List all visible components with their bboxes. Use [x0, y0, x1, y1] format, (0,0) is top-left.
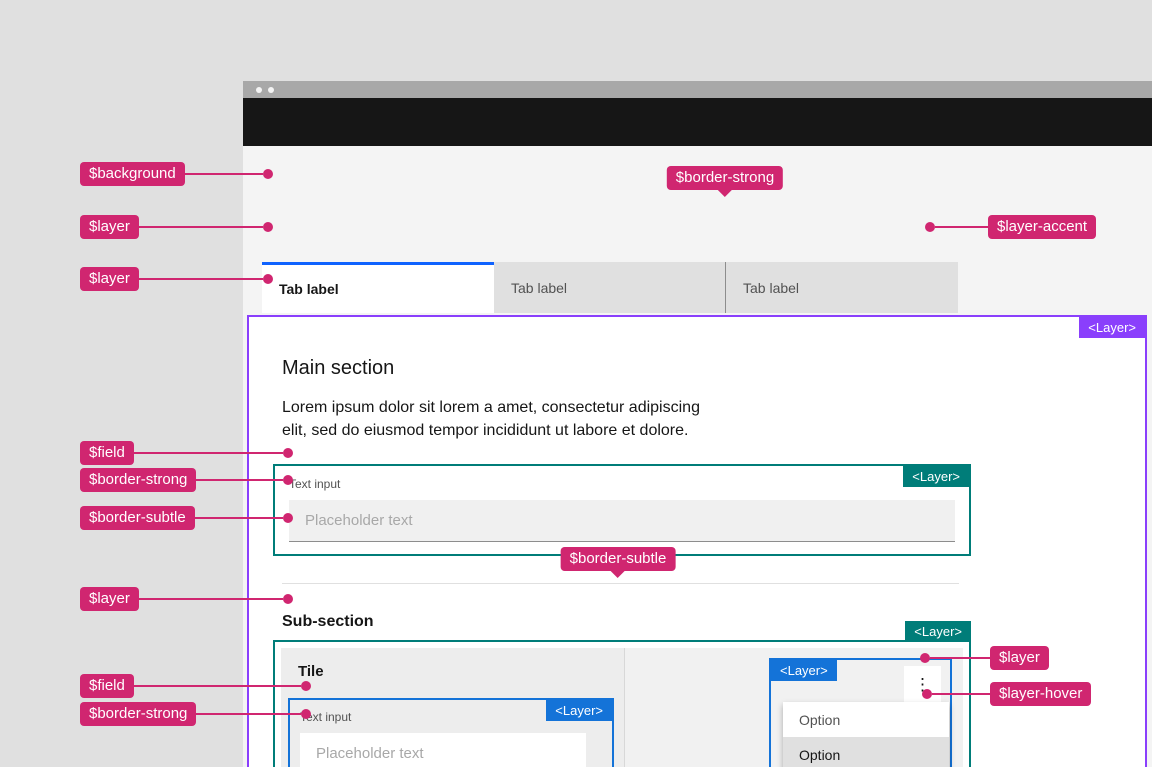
- annotation-border-subtle-tiles: $border-subtle: [560, 547, 676, 571]
- annotation-line: [138, 278, 263, 280]
- tab-label: Tab label: [279, 281, 339, 297]
- annotation-line: [194, 517, 283, 519]
- tab-label: Tab label: [511, 279, 568, 296]
- menu-option-hovered[interactable]: Option: [783, 737, 949, 767]
- token-badge: $layer-accent: [988, 215, 1097, 239]
- token-badge: $layer: [80, 587, 139, 611]
- border-subtle-divider: [282, 583, 959, 584]
- window-control-dot: [256, 87, 262, 93]
- tile-border-subtle-divider: [624, 648, 625, 767]
- annotation-dot: [925, 222, 935, 232]
- annotation-layer-hover: $layer-hover: [922, 682, 1092, 706]
- annotation-border-strong-tabs: $border-strong: [666, 166, 784, 190]
- body-line: elit, sed do eiusmod tempor incididunt u…: [282, 422, 689, 439]
- annotation-dot: [922, 689, 932, 699]
- annotation-line: [196, 713, 301, 715]
- dropdown-menu: Option Option Option: [783, 702, 949, 767]
- sub-section-layer-region: <Layer> Tile <Layer> Text input: [273, 621, 971, 767]
- menu-option-label: Option: [799, 711, 841, 728]
- menu-option-label: Option: [799, 746, 841, 763]
- token-badge: $field: [80, 674, 134, 698]
- window-control-dot: [268, 87, 274, 93]
- layer-badge-teal: <Layer>: [903, 466, 969, 487]
- text-input-layer-region: <Layer> Text input: [273, 464, 971, 556]
- annotation-line: [184, 173, 263, 175]
- annotation-layer-main: $layer: [80, 267, 273, 291]
- annotation-background: $background: [80, 162, 273, 186]
- annotation-field-2: $field: [80, 674, 311, 698]
- menu-option[interactable]: Option: [783, 702, 949, 737]
- annotation-border-strong-1: $border-strong: [80, 468, 293, 492]
- annotation-border-subtle: $border-subtle: [80, 506, 293, 530]
- token-badge: $border-strong: [80, 468, 197, 492]
- sub-section-row: Tile <Layer> Text input <Layer>: [281, 648, 963, 767]
- token-badge: $border-strong: [666, 166, 784, 190]
- tile-title: Tile: [298, 663, 324, 680]
- annotation-layer-tab: $layer: [80, 215, 273, 239]
- text-input-field[interactable]: [289, 500, 955, 542]
- tab-unselected-1[interactable]: Tab label: [494, 262, 726, 313]
- token-badge: $border-subtle: [80, 506, 195, 530]
- text-input-label: Text input: [289, 477, 341, 491]
- annotation-dot: [283, 475, 293, 485]
- tab-unselected-2[interactable]: Tab label: [726, 262, 958, 313]
- annotation-dot: [920, 653, 930, 663]
- app-header-bar: [243, 98, 1152, 146]
- annotation-dot: [263, 274, 273, 284]
- tab-label: Tab label: [743, 279, 800, 296]
- annotation-dot: [301, 709, 311, 719]
- annotation-line: [133, 452, 283, 454]
- annotation-line: [138, 598, 283, 600]
- tile: Tile <Layer> Text input: [281, 648, 624, 767]
- annotation-dot: [283, 513, 293, 523]
- annotation-dot: [283, 594, 293, 604]
- annotation-line: [133, 685, 301, 687]
- sub-section-heading: Sub-section: [282, 613, 374, 630]
- annotation-field-1: $field: [80, 441, 293, 465]
- main-section-body: Lorem ipsum dolor sit lorem a amet, cons…: [282, 396, 700, 442]
- token-badge: $layer: [990, 646, 1049, 670]
- menu-layer-region: <Layer> ⋮ Option Option: [769, 658, 952, 767]
- token-badge: $layer: [80, 267, 139, 291]
- annotation-line: [935, 226, 988, 228]
- token-badge: $border-subtle: [560, 547, 676, 571]
- annotation-line: [932, 693, 990, 695]
- layer-badge-teal: <Layer>: [905, 621, 971, 642]
- annotation-dot: [263, 169, 273, 179]
- annotation-line: [196, 479, 283, 481]
- tab-border-strong-divider: [725, 262, 726, 313]
- annotation-border-strong-2: $border-strong: [80, 702, 311, 726]
- main-layer-region: <Layer> Main section Lorem ipsum dolor s…: [247, 315, 1147, 767]
- layer-badge-purple: <Layer>: [1079, 317, 1145, 338]
- browser-window: Tab label Tab label Tab label <Layer> Ma…: [243, 81, 1152, 767]
- annotation-dot: [301, 681, 311, 691]
- overflow-menu-icon: ⋮: [914, 674, 931, 694]
- tab-selected[interactable]: Tab label: [262, 262, 494, 313]
- text-input-label: Text input: [300, 710, 352, 724]
- annotation-dot: [283, 448, 293, 458]
- annotation-layer-option: $layer: [920, 646, 1049, 670]
- annotation-layer-tile: $layer: [80, 587, 293, 611]
- token-badge: $layer: [80, 215, 139, 239]
- annotation-dot: [263, 222, 273, 232]
- tile-text-input-layer-region: <Layer> Text input: [288, 698, 614, 767]
- token-badge: $border-strong: [80, 702, 197, 726]
- annotation-line: [138, 226, 263, 228]
- annotation-line: [930, 657, 990, 659]
- tile: <Layer> ⋮ Option Option: [625, 648, 963, 767]
- tile-text-input-field[interactable]: [300, 733, 586, 767]
- body-line: Lorem ipsum dolor sit lorem a amet, cons…: [282, 399, 700, 416]
- token-badge: $field: [80, 441, 134, 465]
- layer-badge-blue: <Layer>: [771, 660, 837, 681]
- token-badge: $layer-hover: [990, 682, 1092, 706]
- annotation-layer-accent: $layer-accent: [925, 215, 1097, 239]
- window-background: Tab label Tab label Tab label <Layer> Ma…: [243, 146, 1152, 767]
- token-badge: $background: [80, 162, 185, 186]
- window-titlebar: [243, 81, 1152, 98]
- main-section-heading: Main section: [282, 357, 395, 379]
- layer-badge-blue: <Layer>: [546, 700, 612, 721]
